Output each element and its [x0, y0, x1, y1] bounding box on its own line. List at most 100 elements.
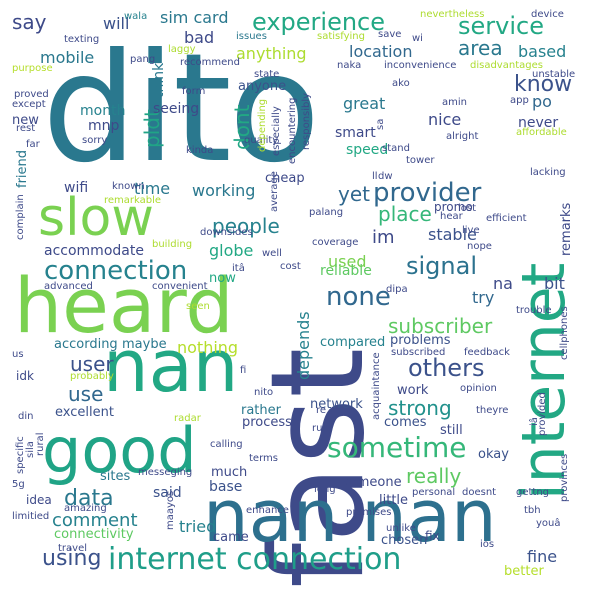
word-anyone: anyone [238, 79, 287, 94]
word-nice: nice [428, 110, 462, 129]
word-someone: someone [342, 475, 402, 490]
word-ll: ll [372, 171, 378, 182]
word-problems: problems [390, 333, 451, 348]
word-pang: pang [130, 54, 156, 65]
word-fix: fix [425, 529, 440, 543]
word-seeing: seeing [153, 101, 200, 117]
word-depending: depending [257, 98, 268, 152]
word-5g: 5g [12, 479, 25, 490]
word-based: based [518, 42, 567, 61]
word-great: great [343, 94, 386, 113]
word-remarkable: remarkable [104, 195, 162, 206]
word-heard: heard [14, 261, 234, 350]
word-sometime: sometime [327, 431, 467, 464]
word-calling: calling [210, 439, 243, 450]
word-purpose: purpose [12, 63, 53, 74]
word-connection: connection [44, 256, 188, 286]
word-ako: ako [392, 78, 410, 89]
word-rural: rural [35, 432, 46, 456]
word-still: still [440, 423, 463, 438]
word-accommodate: accommodate [44, 243, 144, 259]
word-network: network [310, 397, 363, 412]
word-month: month [80, 103, 126, 119]
word-alright: alright [446, 131, 479, 142]
word-quality: quality [244, 135, 279, 146]
word-laggy: laggy [168, 44, 196, 55]
word-issues: issues [236, 31, 267, 42]
word-maayos: maayos [165, 490, 176, 530]
word-palang: palang [309, 207, 344, 218]
word-stable: stable [428, 225, 477, 244]
word-convenient: convenient [152, 281, 208, 292]
word-cellphones: cellphones [559, 306, 570, 360]
word-data: data [64, 486, 114, 511]
word-lost: lost [458, 203, 477, 214]
word-encountering: encountering [287, 97, 298, 164]
word-subscribed: subscribed [391, 347, 446, 358]
word-signal: signal [406, 252, 477, 280]
word-excellent: excellent [55, 405, 114, 420]
word-mobile: mobile [40, 48, 95, 67]
word-know: know [514, 72, 573, 97]
word-connectivity: connectivity [54, 527, 134, 542]
word-doesnt: doesnt [462, 487, 497, 498]
word-area: area [458, 36, 503, 60]
word-amin: amin [442, 97, 467, 108]
word-place: place [378, 202, 432, 226]
word-unlike: unlike [386, 523, 416, 534]
word-subscriber: subscriber [388, 314, 493, 338]
word-long: long [314, 484, 336, 495]
word-terms: terms [249, 453, 278, 464]
word-nan: nan [103, 324, 239, 408]
word-better: better [504, 564, 544, 579]
word-kinda: kinda [186, 145, 214, 156]
word-really: really [406, 464, 462, 488]
word-fi: fi [240, 365, 247, 376]
word-depends: depends [294, 311, 313, 380]
word-none: none [326, 282, 391, 312]
word-stand: stand [382, 143, 410, 154]
word-location: location [349, 42, 413, 61]
word-efficient: efficient [486, 213, 527, 224]
word-po: po [532, 92, 552, 111]
word-maybe: maybe [122, 337, 167, 352]
word-save: save [378, 29, 402, 40]
word-lacking: lacking [530, 167, 566, 178]
word-others: others [408, 354, 485, 382]
word-seen: seen [186, 301, 210, 312]
word-complain: complain [15, 194, 26, 240]
word-well: well [262, 248, 282, 259]
word-provider: provider [373, 178, 482, 208]
word-comes: comes [384, 415, 427, 430]
word-provided: provided [537, 392, 548, 436]
word-na: na [493, 274, 513, 293]
word-reliable: reliable [320, 263, 372, 279]
word-gettng: gettng [516, 487, 550, 498]
word-except: except [12, 99, 46, 110]
word-disadvantages: disadvantages [470, 60, 543, 71]
word-feedback: feedback [464, 347, 510, 358]
word-unstable: unstable [532, 69, 576, 80]
word-promises: promises [346, 507, 392, 518]
word-average: average [269, 171, 280, 212]
word-according: according [54, 337, 118, 352]
word-base: base [209, 479, 243, 495]
word-form: form [182, 86, 206, 97]
word-dito: dito [42, 22, 320, 196]
word-downsides: downsides [200, 227, 253, 238]
word-using: using [42, 546, 102, 571]
word-satisfying: satisfying [317, 31, 365, 42]
word-little: little [379, 493, 409, 508]
word-internet-connection: internet connection [108, 542, 402, 577]
word-nope: nope [467, 241, 492, 252]
word-service: service [458, 12, 544, 40]
word-compared: compared [320, 335, 386, 350]
word-messeging: messeging [138, 467, 193, 478]
word-came: came [213, 530, 249, 545]
word-provinces: provinces [559, 453, 570, 502]
word-tried: tried [179, 517, 217, 536]
word-responsibly: responsibly [301, 92, 312, 150]
word-user: user [70, 352, 114, 376]
word-us: us [12, 349, 24, 360]
word-building: building [152, 239, 193, 250]
